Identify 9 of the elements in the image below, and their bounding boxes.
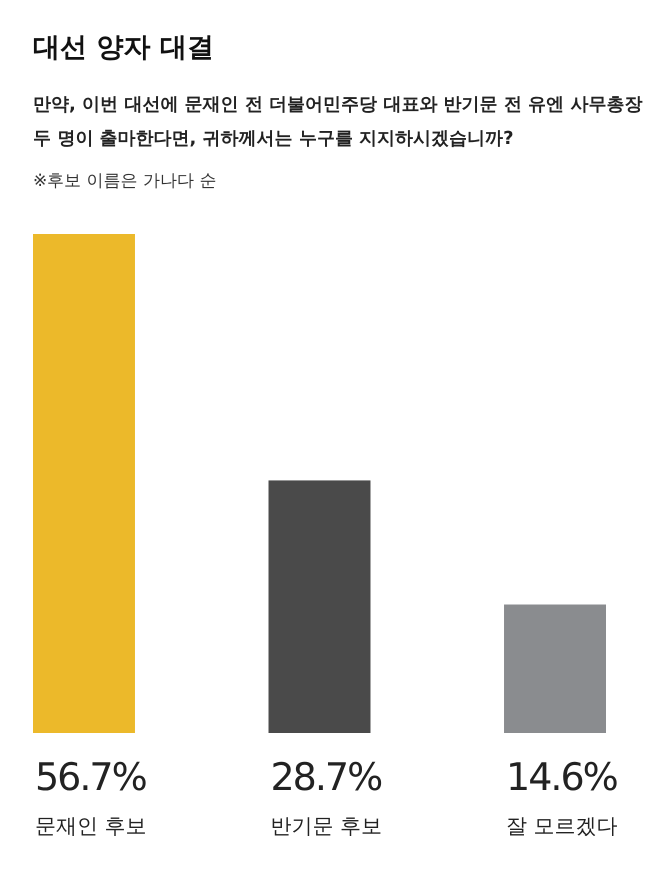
x-tick-label: 반기문 후보 (270, 814, 382, 838)
data-label: 14.6% (506, 755, 618, 799)
data-label: 56.7% (35, 755, 147, 799)
text: ※후보 이름은 가나다 순 (33, 171, 216, 191)
data-label: 28.7% (270, 755, 382, 799)
x-tick-label: 잘 모르겠다 (506, 814, 618, 838)
chart-title: 대선 양자 대결 (33, 32, 214, 63)
x-tick-label: 문재인 후보 (35, 814, 147, 838)
chart-subtitle: 만약, 이번 대선에 문재인 전 더불어민주당 대표와 반기문 전 유엔 사무총장 두 명이 출마한다면, 귀하께서는 누구를 지지하시겠습니까? (33, 94, 643, 149)
